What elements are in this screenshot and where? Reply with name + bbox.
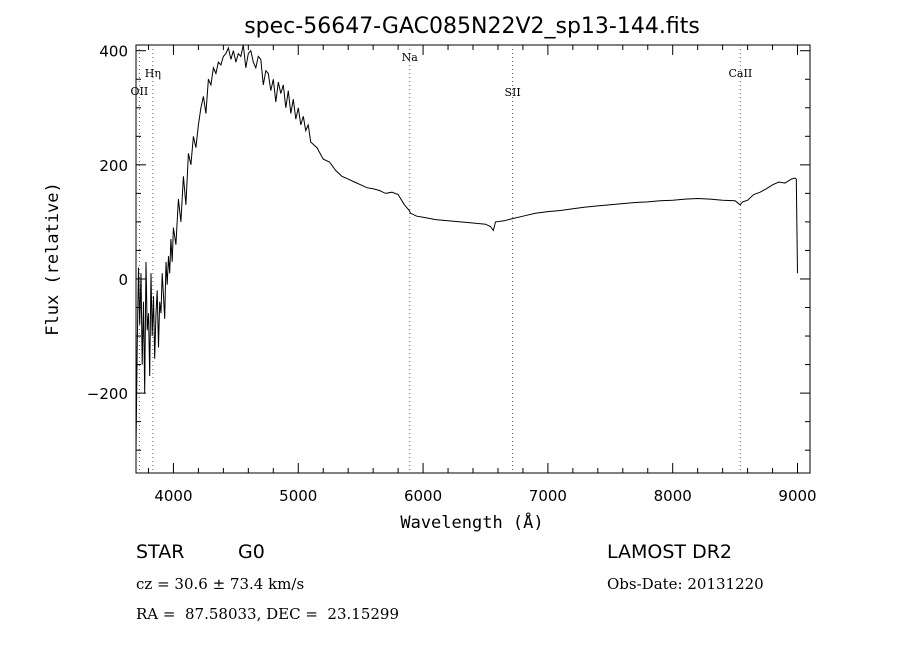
spectrum-line — [135, 44, 798, 451]
y-tick-label: 200 — [99, 157, 128, 175]
series-layer — [135, 44, 798, 451]
marker-label: SII — [504, 86, 520, 99]
x-tick-label: 4000 — [154, 487, 192, 505]
object-class: STAR — [136, 541, 185, 563]
x-tick-label: 7000 — [529, 487, 567, 505]
object-subclass: G0 — [238, 541, 265, 563]
x-tick-label: 9000 — [778, 487, 816, 505]
chart-title: spec-56647-GAC085N22V2_sp13-144.fits — [244, 14, 700, 39]
marker-label: Hη — [145, 67, 161, 80]
x-tick-label: 8000 — [654, 487, 692, 505]
axis-ticks: 4000 5000 6000 7000 8000 9000 −200 0 200 400 — [87, 43, 817, 505]
observation-date: Obs-Date: 20131220 — [607, 575, 764, 593]
coordinates: RA = 87.58033, DEC = 23.15299 — [136, 605, 400, 623]
y-tick-label: 400 — [99, 43, 128, 61]
survey-name: LAMOST DR2 — [607, 541, 732, 563]
x-axis-label: Wavelength (Å) — [400, 511, 543, 533]
y-tick-label: 0 — [118, 271, 128, 289]
plot-frame — [135, 44, 811, 474]
x-tick-label: 5000 — [279, 487, 317, 505]
redshift-readout: cz = 30.6 ± 73.4 km/s — [136, 575, 305, 593]
y-tick-label: −200 — [87, 385, 128, 403]
marker-label: OII — [131, 85, 149, 98]
y-axis-label: Flux (relative) — [43, 182, 63, 336]
emission-line-markers: OII Hη Na SII CaII — [131, 45, 753, 473]
x-tick-label: 6000 — [404, 487, 442, 505]
marker-label: CaII — [729, 67, 753, 80]
marker-label: Na — [402, 51, 419, 64]
